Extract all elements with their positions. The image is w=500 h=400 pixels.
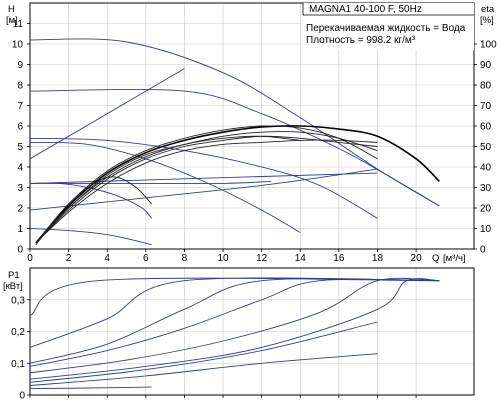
y-tick-label: 2 xyxy=(17,204,23,215)
head-curve xyxy=(29,228,152,246)
power-curve xyxy=(29,321,378,383)
y2-axis-label: eta xyxy=(481,4,495,15)
x-tick-label: 4 xyxy=(104,253,110,264)
power-curve xyxy=(29,353,378,386)
y-tick-label: 4 xyxy=(17,163,23,174)
head-axis-ticks: 0 2 4 6 8 10 12 14 16 18 2001234567891011010203040… xyxy=(12,19,497,264)
power-axis-ticks: 0 0,1 0,2 0,3 xyxy=(11,295,417,400)
power-curve xyxy=(29,277,440,348)
y-axis-unit: [м] xyxy=(6,15,18,26)
efficiency-curve xyxy=(35,139,378,244)
power-axis-unit: [кВт] xyxy=(3,281,23,292)
density-annotation: Плотность = 998.2 кг/м³ xyxy=(306,35,416,46)
y-tick-label: 1 xyxy=(17,224,23,235)
x-tick-label: 18 xyxy=(372,253,384,264)
power-tick-label: 0 xyxy=(19,391,25,400)
x-tick-label: 20 xyxy=(411,253,423,264)
fluid-annotation: Перекачиваемая жидкость = Вода xyxy=(306,23,466,34)
y-tick-label: 7 xyxy=(17,101,23,112)
info-box-background xyxy=(303,3,474,50)
head-curve xyxy=(30,180,272,184)
x-tick-label: 12 xyxy=(256,253,268,264)
efficiency-curve xyxy=(35,131,378,244)
head-curve xyxy=(29,141,301,233)
power-curve xyxy=(29,277,440,316)
y-axis-label: H xyxy=(8,4,15,15)
efficiency-curve xyxy=(35,135,301,244)
efficiency-curves-group xyxy=(35,125,440,246)
y2-tick-label: 20 xyxy=(480,204,492,215)
y-tick-label: 11 xyxy=(13,19,24,30)
power-tick-label: 0,3 xyxy=(11,295,25,306)
x-tick-label: 16 xyxy=(333,253,345,264)
head-curve xyxy=(29,168,378,211)
efficiency-curve xyxy=(35,176,152,246)
y-tick-label: 8 xyxy=(17,81,23,92)
power-curves-group xyxy=(29,277,440,390)
y2-tick-label: 40 xyxy=(480,163,492,174)
y2-tick-label: 70 xyxy=(480,101,492,112)
reference-line xyxy=(29,68,185,160)
power-curve xyxy=(29,278,440,380)
x-tick-label: 14 xyxy=(295,253,307,264)
power-tick-label: 0,2 xyxy=(11,327,25,338)
head-curve xyxy=(29,89,440,207)
x-tick-label: 2 xyxy=(66,253,72,264)
y-tick-label: 5 xyxy=(17,142,23,153)
y2-tick-label: 50 xyxy=(480,142,492,153)
y-tick-label: 0 xyxy=(17,245,23,256)
power-curve xyxy=(29,277,440,374)
y-tick-label: 10 xyxy=(12,40,24,51)
power-axis-label: P1 xyxy=(8,270,20,281)
y-tick-label: 3 xyxy=(17,183,23,194)
x-axis-unit: [м³/ч] xyxy=(443,253,466,264)
head-curves-group xyxy=(29,38,440,246)
power-tick-label: 0,1 xyxy=(11,359,25,370)
x-axis-label: Q xyxy=(432,253,439,264)
efficiency-curve xyxy=(35,125,378,244)
y2-tick-label: 10 xyxy=(480,224,492,235)
y-tick-label: 6 xyxy=(17,122,23,133)
y2-axis-unit: [%] xyxy=(480,15,494,26)
x-tick-label: 8 xyxy=(182,253,188,264)
y2-tick-label: 0 xyxy=(480,245,486,256)
power-curve xyxy=(29,278,440,364)
power-chart-gridlines xyxy=(29,268,474,396)
y2-tick-label: 80 xyxy=(480,81,492,92)
x-tick-label: 6 xyxy=(143,253,149,264)
head-curve xyxy=(29,137,378,219)
y2-tick-label: 60 xyxy=(480,122,492,133)
x-tick-label: 0 xyxy=(27,253,33,264)
x-tick-label: 10 xyxy=(217,253,229,264)
y2-tick-label: 90 xyxy=(480,60,492,71)
chart-title: MAGNA1 40-100 F, 50Hz xyxy=(309,4,422,15)
y-tick-label: 9 xyxy=(17,60,23,71)
y2-tick-label: 100 xyxy=(480,40,497,51)
efficiency-curve xyxy=(35,125,440,244)
power-curve xyxy=(29,278,440,367)
reference-line xyxy=(29,172,378,184)
y2-tick-label: 30 xyxy=(480,183,492,194)
power-curve xyxy=(29,386,152,390)
